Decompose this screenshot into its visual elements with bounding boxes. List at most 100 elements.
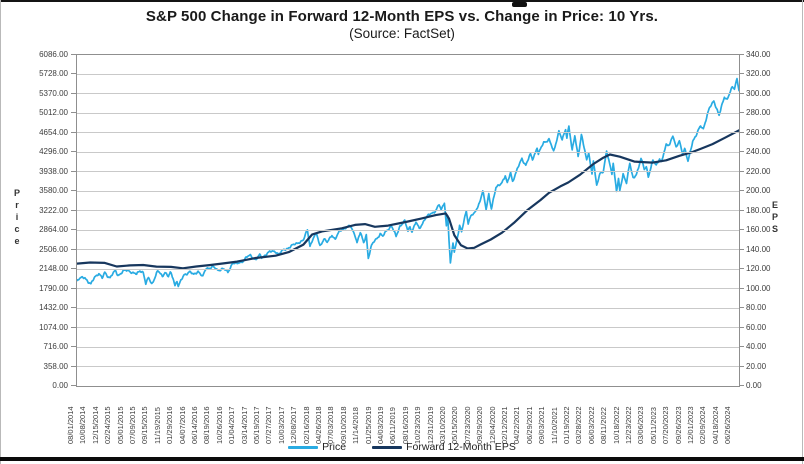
legend-label-price: Price — [322, 441, 347, 453]
x-axis-tick-label: 12/04/2020 — [487, 406, 497, 444]
gridline — [77, 93, 739, 95]
legend-item-price: Price — [288, 441, 346, 453]
right-axis-tick — [739, 248, 744, 250]
left-axis-tick-label: 2506.00 — [39, 244, 68, 254]
right-axis-tick — [739, 92, 744, 94]
left-border-line — [0, 0, 1, 464]
x-axis-tick-label: 09/26/2023 — [673, 406, 683, 444]
right-axis-tick-label: 140.00 — [746, 244, 771, 254]
left-axis-tick — [71, 268, 76, 270]
right-axis-tick — [739, 73, 744, 75]
x-axis-tick-label: 07/27/2017 — [264, 406, 274, 444]
x-axis-tick-label: 09/03/2021 — [537, 406, 547, 444]
left-axis-tick — [71, 54, 76, 55]
x-axis-tick-label: 05/11/2023 — [648, 407, 658, 444]
left-axis-tick-label: 3938.00 — [39, 166, 68, 176]
left-axis-tick — [71, 229, 76, 231]
x-axis-tick-label: 12/23/2022 — [624, 406, 633, 444]
left-axis-tick-label: 0.00 — [52, 381, 68, 390]
x-axis-tick-label: 07/03/2018 — [326, 406, 336, 444]
x-axis-tick-label: 08/19/2016 — [202, 406, 212, 444]
left-axis-tick-label: 4296.00 — [39, 147, 68, 157]
left-axis-tick-label: 4654.00 — [39, 127, 68, 137]
right-axis-tick — [739, 151, 744, 153]
left-axis-tick — [71, 151, 76, 153]
x-axis-tick-label: 01/25/2019 — [363, 406, 373, 444]
gridline — [77, 132, 739, 134]
right-axis-tick — [739, 209, 744, 211]
right-axis-tick-label: 60.00 — [746, 322, 767, 332]
gridline — [77, 73, 739, 75]
left-axis-tick — [71, 170, 76, 172]
gridline — [77, 151, 739, 153]
gridline — [77, 171, 739, 173]
x-axis-tick-label: 12/15/2014 — [90, 406, 100, 444]
x-axis-tick-label: 02/16/2018 — [301, 406, 311, 444]
right-axis-tick — [739, 54, 744, 55]
right-axis-tick — [739, 287, 744, 289]
x-axis-tick-label: 07/09/2015 — [128, 406, 137, 444]
top-border-line — [0, 0, 804, 2]
gridline — [77, 288, 739, 290]
right-axis-tick-label: 300.00 — [746, 88, 771, 98]
plot-area — [76, 54, 740, 387]
x-axis-tick-label: 06/03/2022 — [586, 406, 596, 444]
left-axis-tick-label: 2148.00 — [39, 264, 68, 274]
right-axis-tick-label: 100.00 — [746, 283, 771, 293]
gridline — [77, 307, 739, 309]
x-axis-tick-label: 04/18/2024 — [710, 406, 720, 444]
screenshot-artifact — [512, 2, 527, 7]
left-axis-tick — [71, 326, 76, 328]
left-axis-tick — [71, 112, 76, 114]
left-axis-tick — [71, 385, 76, 386]
x-axis-tick-label: 11/14/2018 — [351, 407, 361, 444]
left-axis-tick — [71, 346, 76, 348]
right-axis-tick-label: 80.00 — [746, 303, 767, 313]
left-axis-tick — [71, 190, 76, 192]
x-axis-tick-label: 11/19/2015 — [152, 407, 162, 444]
x-axis-tick-label: 12/01/2023 — [686, 406, 695, 444]
left-axis-tick — [71, 92, 76, 94]
left-axis-tick-label: 5728.00 — [39, 69, 68, 79]
x-axis-tick-label: 10/26/2016 — [214, 406, 224, 444]
chart-subtitle: (Source: FactSet) — [349, 26, 455, 41]
x-axis-tick-label: 02/24/2015 — [103, 406, 113, 444]
x-axis-tick-label: 11/10/2021 — [549, 407, 559, 444]
left-axis-tick-label: 2864.00 — [39, 225, 68, 235]
x-axis-tick-label: 03/10/2020 — [438, 406, 447, 444]
legend-item-forward-eps: Forward 12-Month EPS — [372, 441, 516, 453]
gridline — [77, 112, 739, 114]
left-axis-title: Price — [12, 188, 22, 248]
x-axis-tick-label: 10/18/2022 — [611, 406, 621, 444]
x-axis-tick-label: 09/29/2020 — [475, 406, 485, 444]
right-axis-title: EPS — [770, 200, 780, 236]
right-axis-tick-label: 320.00 — [746, 69, 771, 79]
left-axis-tick — [71, 73, 76, 75]
right-axis-tick — [739, 385, 744, 386]
gridline — [77, 190, 739, 192]
x-axis-tick-label: 01/19/2022 — [562, 406, 571, 444]
forward-eps-line — [77, 129, 739, 270]
right-border-line — [802, 0, 803, 464]
left-axis-tick-label: 6086.00 — [39, 50, 68, 59]
x-axis-tick-label: 05/15/2020 — [450, 406, 460, 444]
right-axis-tick-label: 20.00 — [746, 361, 767, 371]
x-axis-tick-label: 06/14/2016 — [190, 406, 199, 444]
left-axis-tick-label: 5012.00 — [39, 108, 68, 118]
right-axis-tick-label: 260.00 — [746, 127, 771, 137]
left-axis-tick — [71, 287, 76, 289]
x-axis-tick-label: 07/20/2023 — [661, 406, 671, 444]
x-axis-tick-label: 04/26/2018 — [314, 406, 323, 444]
left-axis-tick — [71, 365, 76, 367]
right-axis-tick-label: 160.00 — [746, 225, 771, 235]
right-axis-tick-label: 280.00 — [746, 108, 771, 118]
x-axis-tick-label: 06/29/2021 — [524, 406, 534, 444]
x-axis-tick-label: 12/31/2019 — [425, 406, 435, 444]
gridline — [77, 268, 739, 270]
left-axis-tick-label: 1790.00 — [39, 283, 68, 293]
left-axis-tick — [71, 248, 76, 250]
right-axis-tick — [739, 229, 744, 231]
x-axis-tick-label: 06/11/2019 — [388, 407, 398, 444]
forward-eps-line-swatch — [372, 445, 403, 449]
left-axis-tick — [71, 209, 76, 211]
